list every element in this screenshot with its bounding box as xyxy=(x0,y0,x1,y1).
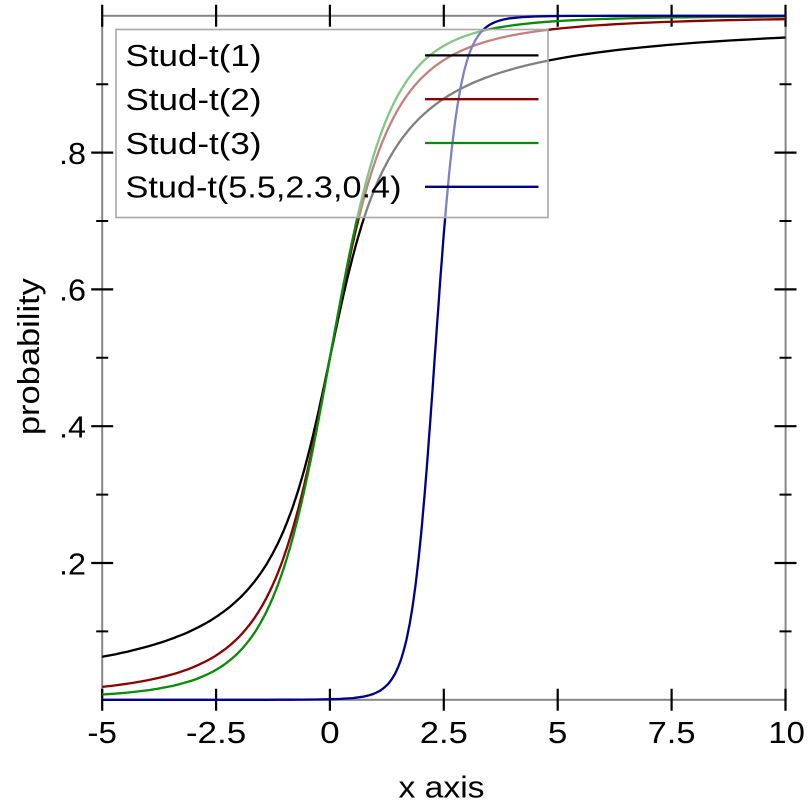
svg-text:2.5: 2.5 xyxy=(420,716,468,750)
svg-text:5: 5 xyxy=(548,716,568,750)
svg-text:.2: .2 xyxy=(59,547,86,581)
svg-text:-2.5: -2.5 xyxy=(186,716,247,750)
svg-text:-5: -5 xyxy=(87,716,117,750)
svg-text:Stud-t(5.5,2.3,0.4): Stud-t(5.5,2.3,0.4) xyxy=(126,171,402,205)
svg-text:.4: .4 xyxy=(59,411,86,445)
svg-text:.8: .8 xyxy=(59,137,86,171)
svg-text:x axis: x axis xyxy=(399,770,485,804)
svg-text:Stud-t(3): Stud-t(3) xyxy=(126,127,262,161)
svg-text:10: 10 xyxy=(768,716,805,750)
svg-text:.6: .6 xyxy=(59,274,86,308)
svg-text:probability: probability xyxy=(12,277,46,435)
svg-text:0: 0 xyxy=(320,716,340,750)
svg-text:Stud-t(1): Stud-t(1) xyxy=(126,39,262,73)
svg-text:Stud-t(2): Stud-t(2) xyxy=(126,83,262,117)
svg-text:7.5: 7.5 xyxy=(648,716,696,750)
